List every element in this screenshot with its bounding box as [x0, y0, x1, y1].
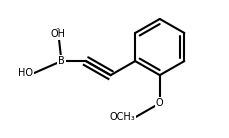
Text: O: O	[155, 98, 163, 108]
Text: OCH₃: OCH₃	[109, 112, 135, 122]
Text: OH: OH	[50, 30, 65, 39]
Text: HO: HO	[18, 68, 33, 78]
Text: B: B	[58, 56, 65, 66]
